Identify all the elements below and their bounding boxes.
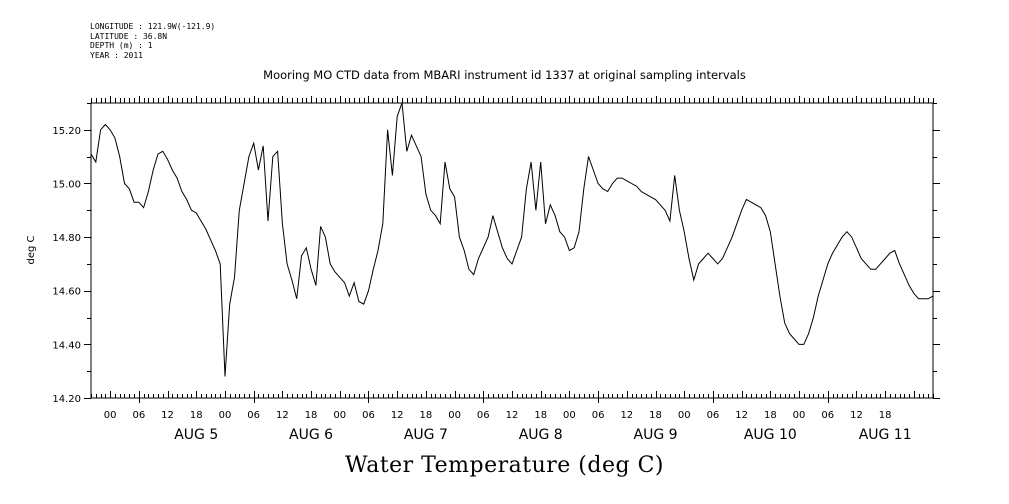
x-hour-tick-label: 00 bbox=[678, 410, 691, 421]
x-hour-tick-label: 18 bbox=[534, 410, 547, 421]
metadata-longitude: LONGITUDE : 121.9W(-121.9) bbox=[90, 22, 216, 31]
x-hour-tick-label: 06 bbox=[362, 410, 375, 421]
x-hour-tick-label: 12 bbox=[620, 410, 633, 421]
x-hour-tick-label: 18 bbox=[305, 410, 318, 421]
x-day-label: AUG 9 bbox=[634, 427, 678, 443]
x-hour-tick-label: 06 bbox=[477, 410, 490, 421]
series-line-temperature bbox=[90, 102, 934, 377]
x-hour-tick-label: 00 bbox=[448, 410, 461, 421]
y-tick-label: 14.60 bbox=[52, 287, 81, 298]
x-hour-tick-label: 12 bbox=[161, 410, 174, 421]
x-hour-tick-label: 06 bbox=[707, 410, 720, 421]
chart-title: Mooring MO CTD data from MBARI instrumen… bbox=[263, 68, 746, 82]
x-day-label: AUG 5 bbox=[174, 427, 218, 443]
x-day-label: AUG 6 bbox=[289, 427, 333, 443]
metadata-depth: DEPTH (m) : 1 bbox=[90, 41, 153, 50]
x-hour-tick-label: 12 bbox=[276, 410, 289, 421]
x-hour-tick-label: 00 bbox=[104, 410, 117, 421]
x-hour-tick-label: 18 bbox=[420, 410, 433, 421]
y-tick-label: 15.20 bbox=[52, 126, 81, 137]
metadata-latitude: LATITUDE : 36.8N bbox=[90, 31, 168, 41]
x-hour-tick-label: 06 bbox=[821, 410, 834, 421]
plot-frame bbox=[90, 102, 934, 399]
x-hour-tick-label: 00 bbox=[219, 410, 232, 421]
x-hour-tick-label: 12 bbox=[850, 410, 863, 421]
variable-title: Water Temperature (deg C) bbox=[345, 453, 664, 478]
metadata-block: LONGITUDE : 121.9W(-121.9) LATITUDE : 36… bbox=[90, 22, 215, 60]
x-hour-tick-label: 00 bbox=[793, 410, 806, 421]
y-tick-label: 14.80 bbox=[52, 233, 81, 244]
x-day-label: AUG 7 bbox=[404, 427, 448, 443]
x-hour-tick-label: 12 bbox=[506, 410, 519, 421]
x-hour-tick-label: 18 bbox=[764, 410, 777, 421]
x-hour-tick-label: 18 bbox=[190, 410, 203, 421]
x-hour-tick-label: 18 bbox=[879, 410, 892, 421]
x-day-label: AUG 11 bbox=[859, 427, 912, 443]
x-hour-tick-label: 06 bbox=[132, 410, 145, 421]
metadata-year: YEAR : 2011 bbox=[90, 50, 143, 60]
y-tick-label: 15.00 bbox=[52, 179, 81, 190]
x-day-label: AUG 10 bbox=[744, 427, 797, 443]
y-tick-label: 14.20 bbox=[52, 394, 81, 405]
x-hour-tick-label: 00 bbox=[563, 410, 576, 421]
y-tick-label: 14.40 bbox=[52, 340, 81, 351]
x-hour-tick-label: 00 bbox=[333, 410, 346, 421]
x-day-label: AUG 8 bbox=[519, 427, 563, 443]
x-hour-tick-label: 06 bbox=[592, 410, 605, 421]
x-hour-tick-label: 06 bbox=[247, 410, 260, 421]
x-hour-tick-label: 18 bbox=[649, 410, 662, 421]
y-axis-label: deg C bbox=[26, 235, 37, 264]
x-hour-tick-label: 12 bbox=[391, 410, 404, 421]
x-hour-tick-label: 12 bbox=[735, 410, 748, 421]
